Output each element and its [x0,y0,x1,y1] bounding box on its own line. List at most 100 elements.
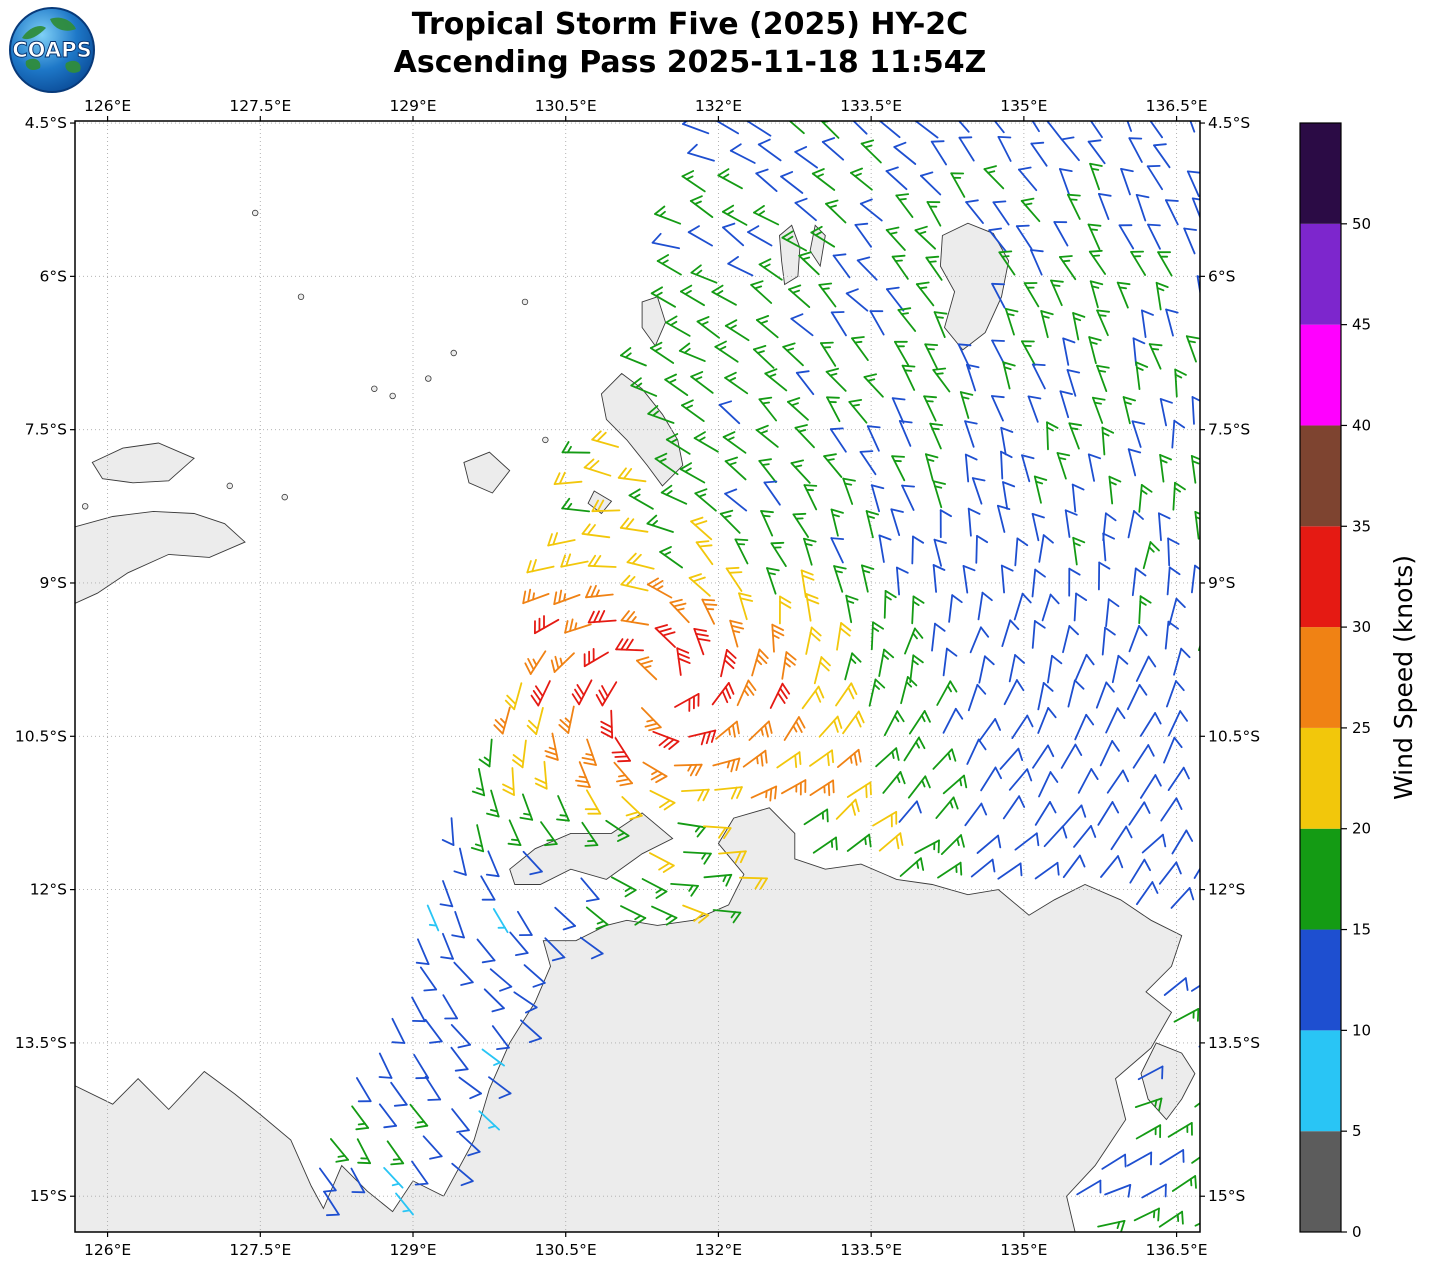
wind-barb [782,342,804,367]
wind-barb [942,707,964,734]
wind-barb [476,938,496,964]
wind-barb [1074,653,1095,681]
colorbar-segment [1300,727,1341,829]
wind-barb [615,638,644,652]
lon-tick-label: 129°E [389,1241,436,1259]
colorbar-tick-label: 0 [1352,1223,1362,1241]
wind-barb [1088,336,1102,365]
wind-barb [682,121,710,135]
wind-barb [1140,774,1162,799]
wind-barb [1191,396,1200,425]
wind-barb [958,136,975,162]
wind-barb [1014,537,1029,567]
wind-barb [485,850,500,878]
wind-barb [820,121,840,139]
wind-barb [844,652,862,681]
wind-barb [1059,390,1073,419]
wind-barb [714,786,743,800]
wind-barb [1158,512,1171,542]
wind-barb [1105,598,1120,627]
wind-barb [1038,534,1054,563]
wind-barb [351,1105,370,1131]
colorbar-segment [1300,526,1341,628]
wind-barb [842,710,865,735]
wind-barb [755,424,779,448]
wind-barb [801,685,825,710]
lat-tick-label: 4.5°S [25,114,67,132]
wind-barb [630,377,658,397]
wind-barb [481,1048,506,1067]
land-layer [75,209,1196,1232]
small-island [450,349,457,357]
wind-barb [478,738,493,768]
wind-barb [1158,1210,1184,1228]
wind-barb [670,883,699,897]
colorbar-segment [1300,324,1341,426]
wind-barb [659,546,683,569]
wind-barb [439,880,454,908]
wind-barb [1072,536,1086,566]
wind-barb [932,564,946,593]
wind-barb [695,540,714,566]
wind-barb [964,453,978,483]
wind-barb [478,1110,501,1131]
wind-barb [863,373,884,398]
lon-tick-label: 136.5°E [1146,97,1208,115]
wind-barb [736,679,757,707]
wind-barb [564,618,592,634]
wind-barb [1062,804,1087,827]
wind-barb [583,648,609,668]
wind-barb [1191,984,1200,992]
wind-barb [942,647,958,677]
wind-barb [1062,337,1076,366]
wind-barb [837,748,862,768]
wind-barb [1111,654,1129,684]
wind-barb [780,170,804,194]
map-frame [74,120,1201,1233]
wind-barb [650,286,676,308]
wind-barb [1126,121,1132,132]
wind-barb [355,1077,372,1103]
wind-barb [904,627,924,655]
wind-barb [1130,250,1146,276]
wind-barb [885,226,906,251]
wind-barb [674,693,700,712]
wind-barb [866,425,881,452]
small-island [389,392,396,400]
lat-tick-label: 12°S [30,881,67,899]
wind-barb [803,484,818,511]
wind-barb [1092,396,1106,424]
wind-barb [848,398,868,424]
wind-barb [1142,541,1160,570]
wind-barb [788,121,805,135]
wind-barb [1013,592,1032,621]
wind-barb [830,537,845,564]
wind-barb [1171,419,1186,449]
wind-barb [911,535,925,565]
wind-barb [681,399,705,423]
wind-barb [1027,395,1042,423]
wind-barb [878,121,901,139]
wind-barb [833,565,847,593]
colorbar-segment [1300,929,1341,1031]
wind-barb [978,718,1001,742]
lat-tick-label: 9°S [40,574,67,592]
wind-barb [753,344,775,369]
small-island [371,385,378,392]
wind-barb [1159,453,1172,483]
wind-barb [835,798,860,820]
land-aru-islands [939,222,1010,351]
wind-barb [453,847,467,876]
wind-barb [851,336,869,362]
wind-barb [997,135,1012,162]
wind-barb [829,427,847,453]
wind-barb [803,808,829,826]
wind-barb [1135,1124,1162,1140]
lon-tick-label: 133.5°E [840,97,902,115]
wind-barb [1041,593,1060,622]
coaps-logo: COAPS [8,6,96,94]
title-line-1: Tropical Storm Five (2025) HY-2C [411,7,969,42]
wind-barb [553,471,583,486]
wind-barb [1077,768,1099,794]
wind-barb [869,310,885,336]
